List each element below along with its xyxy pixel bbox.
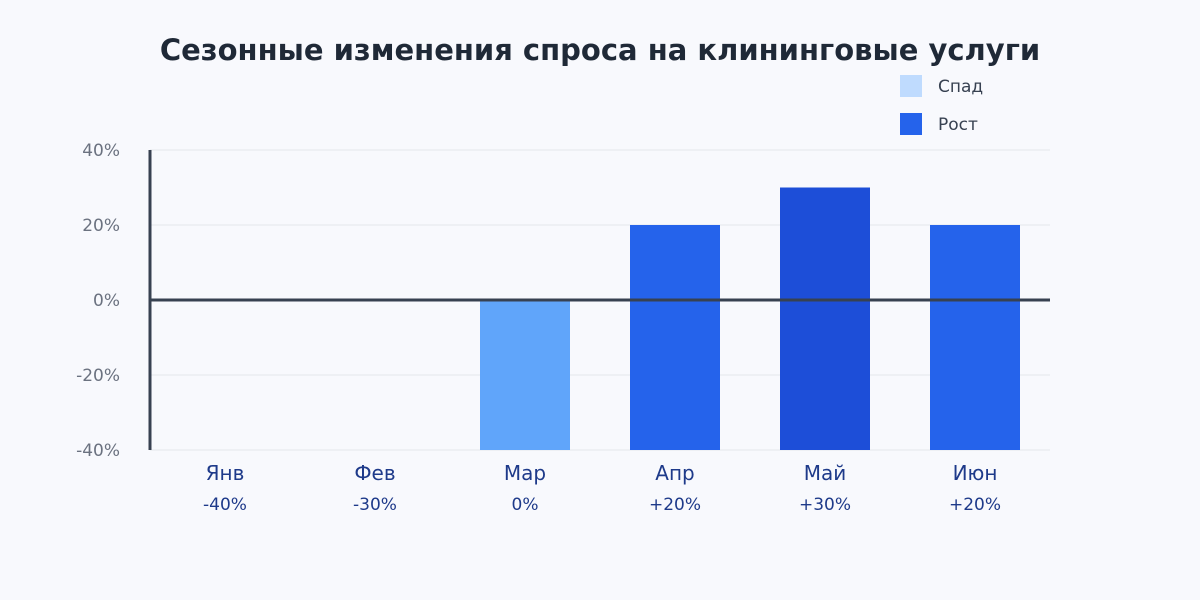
data-label: +20% [649, 495, 701, 515]
x-tick-label: Фев [354, 461, 395, 485]
data-label: -30% [353, 495, 397, 515]
y-tick-label: 40% [82, 141, 120, 161]
legend: Спад Рост [900, 75, 983, 135]
y-axis-ticks: 40% 20% 0% -20% -40% [76, 141, 120, 461]
data-label: -40% [203, 495, 247, 515]
data-label: 0% [512, 495, 539, 515]
data-label: +20% [949, 495, 1001, 515]
x-tick-label: Июн [953, 461, 998, 485]
axes [148, 150, 1050, 450]
bar-Июн [930, 225, 1020, 450]
y-tick-label: 0% [93, 291, 120, 311]
legend-swatch [900, 113, 922, 135]
legend-swatch [900, 75, 922, 97]
x-tick-label: Апр [655, 461, 694, 485]
bar-Май [780, 187, 870, 450]
y-tick-label: 20% [82, 216, 120, 236]
y-tick-label: -20% [76, 366, 120, 386]
x-tick-label: Янв [206, 461, 245, 485]
chart-title: Сезонные изменения спроса на клининговые… [160, 33, 1040, 67]
legend-label: Рост [938, 115, 978, 135]
bars [480, 187, 1020, 450]
y-tick-label: -40% [76, 441, 120, 461]
x-tick-label: Май [804, 461, 847, 485]
legend-label: Спад [938, 77, 983, 97]
x-tick-label: Мар [504, 461, 546, 485]
data-label: +30% [799, 495, 851, 515]
bar-Мар [480, 300, 570, 450]
bar-Апр [630, 225, 720, 450]
x-axis-labels: Янв -40% Фев -30% Мар 0% Апр +20% Май +30% Июн +20% [203, 461, 1001, 515]
